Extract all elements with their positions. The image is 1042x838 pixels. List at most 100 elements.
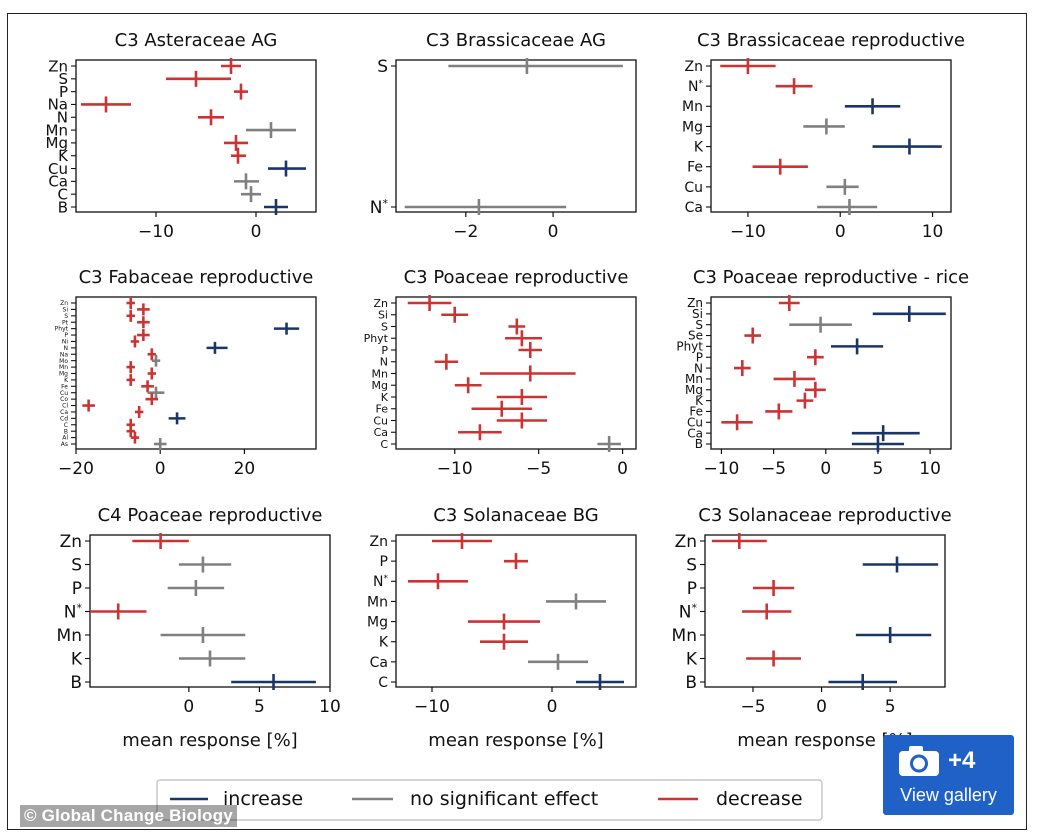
y-tick-label: Zn [60, 300, 68, 307]
plot-area [395, 534, 637, 688]
legend: increase no significant effect decrease [156, 779, 823, 821]
y-tick-label: K [71, 649, 83, 669]
y-tick-label: Co [60, 396, 68, 403]
y-tick-label: Zn [373, 297, 388, 310]
superscript: * [77, 601, 83, 614]
x-tick-label: 0 [820, 459, 831, 479]
view-gallery-button[interactable]: +4 View gallery [883, 735, 1014, 815]
x-axis-label: mean response [%] [122, 730, 297, 751]
y-tick-label: Mo [59, 358, 68, 365]
y-tick-label: P [696, 350, 703, 364]
plot-area [704, 534, 946, 688]
y-tick-label: Mn [685, 372, 703, 386]
y-tick-label: Mn [372, 367, 388, 380]
y-tick-label: B [58, 198, 68, 216]
y-tick-label: Mg [46, 134, 68, 152]
legend-label-decrease: decrease [716, 788, 803, 810]
chart-panel: C3 Brassicaceae reproductive −10 0 10 Zn N* Mn… [682, 30, 965, 242]
chart-title: C3 Asteraceae AG [115, 30, 278, 51]
y-tick-label: Fe [61, 383, 68, 390]
superscript: * [384, 574, 389, 584]
legend-label-increase: increase [223, 788, 303, 810]
chart-title: C3 Poaceae reproductive [404, 267, 629, 288]
y-tick-label: Zn [687, 296, 703, 310]
camera-icon [899, 746, 939, 776]
y-tick-label: Phyt [364, 332, 389, 345]
x-tick-label: 20 [234, 459, 256, 479]
y-tick-label: Ca [370, 655, 388, 671]
y-tick-label: Mn [46, 121, 68, 139]
y-tick-label: S [695, 318, 703, 332]
y-tick-label: K [64, 377, 69, 384]
y-tick-label: N* [373, 574, 388, 590]
y-tick-label: Al [62, 435, 68, 442]
y-tick-label: Cl [62, 403, 68, 410]
x-tick-label: 10 [919, 459, 941, 479]
x-tick-label: 0 [548, 222, 559, 242]
y-tick-label: Ca [48, 173, 68, 191]
x-tick-label: 0 [816, 697, 827, 717]
x-axis-label: mean response [%] [737, 730, 912, 751]
y-tick-label: Ca [687, 426, 703, 440]
y-tick-label: Ca [374, 426, 388, 439]
y-tick-label: S [58, 70, 68, 88]
y-tick-label: C [378, 675, 388, 691]
y-tick-label: B [685, 673, 697, 693]
y-tick-label: Zn [370, 534, 388, 550]
y-tick-label: Mn [672, 626, 697, 646]
plot-area [710, 296, 952, 450]
y-tick-label: Pt [62, 319, 69, 326]
y-tick-label: Cu [48, 160, 68, 178]
y-tick-label: S [686, 555, 697, 575]
x-tick-label: 0 [183, 697, 194, 717]
x-tick-label: −2 [453, 222, 478, 242]
y-tick-label: N [694, 361, 703, 375]
y-tick-label: C [58, 185, 68, 203]
chart-title: C3 Solanaceae reproductive [698, 505, 952, 526]
plot-area [710, 59, 952, 213]
y-tick-label: Zn [675, 532, 697, 552]
y-tick-label: Mg [59, 371, 68, 378]
chart-panel: C3 Poaceae reproductive −10 −5 0 ZnSiSPhytPN… [364, 267, 637, 479]
y-tick-label: P [59, 83, 68, 101]
y-tick-label: Cd [60, 415, 68, 422]
chart-panel: C4 Poaceae reproductive 0 5 10 Zn SPN* Mn KBmea… [57, 505, 341, 751]
y-tick-label: K [58, 147, 69, 165]
y-tick-label: Mn [57, 626, 82, 646]
x-tick-label: 0 [155, 459, 166, 479]
y-tick-label: Mn [59, 364, 68, 371]
y-tick-label: P [687, 579, 697, 599]
y-tick-label: Ca [685, 200, 703, 216]
y-tick-label: S [64, 313, 68, 320]
y-tick-label: N* [679, 601, 698, 623]
y-tick-label: K [379, 635, 389, 651]
y-tick-label: C [380, 438, 388, 451]
y-tick-label: N* [64, 601, 83, 623]
y-tick-label: P [72, 579, 82, 599]
y-tick-label: Ni [62, 339, 68, 346]
gallery-label: View gallery [900, 785, 997, 805]
x-tick-label: −5 [761, 459, 786, 479]
gallery-count: +4 [948, 747, 976, 774]
y-tick-label: N [380, 356, 388, 369]
y-tick-label: Na [60, 351, 68, 358]
x-tick-label: −10 [414, 697, 450, 717]
x-tick-label: 5 [873, 459, 884, 479]
y-tick-label: N* [370, 196, 389, 218]
y-tick-label: Mg [367, 614, 388, 630]
y-tick-label: Fe [687, 160, 703, 176]
x-tick-label: −5 [740, 697, 765, 717]
y-tick-label: Zn [60, 532, 82, 552]
y-tick-label: K [686, 649, 698, 669]
chart-panel: C3 Brassicaceae AG −2 0 S N* [370, 30, 637, 242]
x-tick-label: 0 [547, 697, 558, 717]
y-tick-label: S [377, 57, 388, 77]
y-tick-label: P [380, 554, 388, 570]
y-tick-label: Si [378, 309, 388, 322]
y-tick-label: K [381, 391, 389, 404]
y-tick-label: B [695, 437, 703, 451]
y-tick-label: C [64, 422, 68, 429]
chart-title: C3 Solanaceae BG [433, 505, 598, 526]
y-tick-label: N [57, 109, 68, 127]
y-tick-label: Se [688, 329, 703, 343]
